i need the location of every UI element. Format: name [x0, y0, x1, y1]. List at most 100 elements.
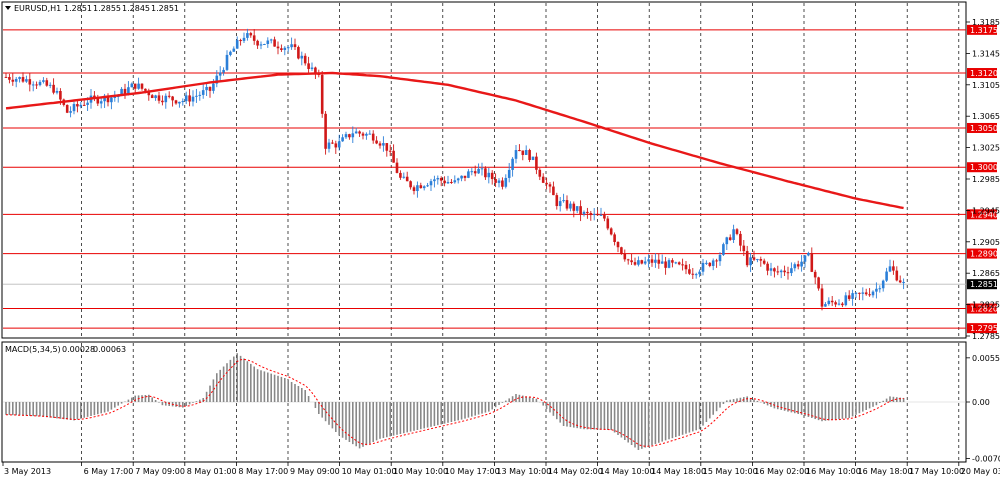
candle-body [609, 228, 613, 235]
candle-body [749, 257, 752, 266]
candle-body [507, 169, 511, 178]
candle-body [817, 277, 820, 289]
candle-body [654, 259, 657, 263]
candle-body [365, 133, 368, 136]
candle-body [456, 178, 460, 181]
candle-body [242, 37, 246, 41]
candle-body [579, 206, 582, 215]
candle-body [511, 158, 514, 170]
moving-average-line [5, 71, 904, 210]
candle-body [582, 211, 586, 215]
collapse-triangle-icon[interactable] [5, 6, 11, 10]
macd-signal-line [6, 358, 904, 447]
candle-body [864, 292, 868, 295]
level-badge-label: 1.3175 [970, 26, 998, 35]
candle-body [711, 260, 715, 266]
candle-body [8, 77, 11, 80]
candle-body [885, 271, 888, 281]
candle-body [762, 260, 766, 264]
candle-body [518, 150, 521, 152]
level-badge [967, 24, 997, 35]
candle-body [664, 261, 667, 268]
candle-body [388, 150, 392, 152]
levels-layer: 1.3175 1.3120 1.3050 1.3000 1.2940 1.2890 1.28… [3, 24, 998, 334]
candle-body [569, 203, 572, 209]
candle-body [341, 137, 344, 142]
candle-body [320, 74, 324, 114]
candle-body [358, 131, 361, 134]
x-tick-label: 16 May 10:00 [806, 467, 861, 476]
candle-body [715, 260, 718, 262]
candle-body [868, 294, 871, 296]
candle-body [844, 295, 848, 306]
candle-body [535, 156, 538, 170]
candle-body [504, 177, 508, 187]
candle-body [827, 300, 831, 305]
candle-body [565, 200, 569, 209]
candle-body [834, 302, 837, 305]
candle-body [263, 44, 266, 46]
y-tick-label: 1.2785 [972, 332, 1000, 341]
candle-body [589, 213, 593, 216]
candle-body [269, 39, 273, 41]
x-tick-label: 17 May 10:00 [909, 467, 964, 476]
candle-body [222, 69, 225, 73]
candle-body [28, 79, 32, 85]
candle-body [545, 182, 548, 185]
x-tick-label: 10 May 10:00 [393, 467, 448, 476]
x-tick-label: 7 May 09:00 [135, 467, 185, 476]
candle-body [133, 83, 137, 89]
x-tick-label: 13 May 10:00 [496, 467, 551, 476]
candle-body [436, 178, 440, 180]
candle-body [851, 293, 854, 299]
candle-body [11, 79, 15, 82]
y-tick-label: 1.3025 [972, 144, 1000, 153]
candle-body [902, 281, 905, 283]
candle-body [698, 271, 701, 275]
candle-body [69, 111, 72, 113]
candle-body [807, 253, 810, 256]
candle-body [616, 241, 620, 248]
candle-body [688, 269, 691, 274]
candle-body [446, 181, 450, 184]
candle-body [555, 195, 559, 207]
level-badge-label: 1.2940 [970, 210, 998, 219]
candle-body [830, 300, 834, 303]
candle-body [181, 101, 185, 103]
candle-body [463, 175, 467, 178]
x-tick-label: 16 May 18:00 [858, 467, 913, 476]
candle-body [426, 185, 429, 187]
current-price-badge [967, 279, 997, 290]
macd-layer [3, 353, 966, 450]
candle-body [120, 88, 123, 95]
candle-body [293, 44, 297, 48]
candle-body [76, 104, 79, 107]
candle-body [861, 292, 865, 294]
candle-body [161, 100, 164, 103]
ohlc-high: 1.2855 [93, 4, 121, 13]
candle-body [620, 247, 623, 254]
macd-value-signal: 0.00063 [93, 345, 126, 354]
candle-body [110, 97, 113, 103]
candle-body [759, 259, 763, 261]
candle-body [130, 83, 134, 88]
candle-body [310, 67, 314, 69]
x-tick-label: 10 May 01:00 [342, 467, 397, 476]
candle-body [477, 168, 480, 174]
candle-body [246, 33, 249, 38]
candle-body [229, 51, 232, 55]
candle-body [395, 162, 399, 173]
candle-body [460, 175, 463, 179]
x-tick-label: 8 May 17:00 [238, 467, 288, 476]
x-tick-label: 16 May 02:00 [754, 467, 809, 476]
candle-body [144, 88, 147, 91]
candle-body [541, 176, 545, 183]
symbol-timeframe: EURUSD,H1 [14, 4, 61, 13]
candle-body [779, 270, 783, 273]
level-badge-label: 1.3050 [970, 124, 998, 133]
candle-body [637, 260, 640, 265]
candle-body [303, 55, 307, 64]
candle-body [150, 95, 154, 99]
